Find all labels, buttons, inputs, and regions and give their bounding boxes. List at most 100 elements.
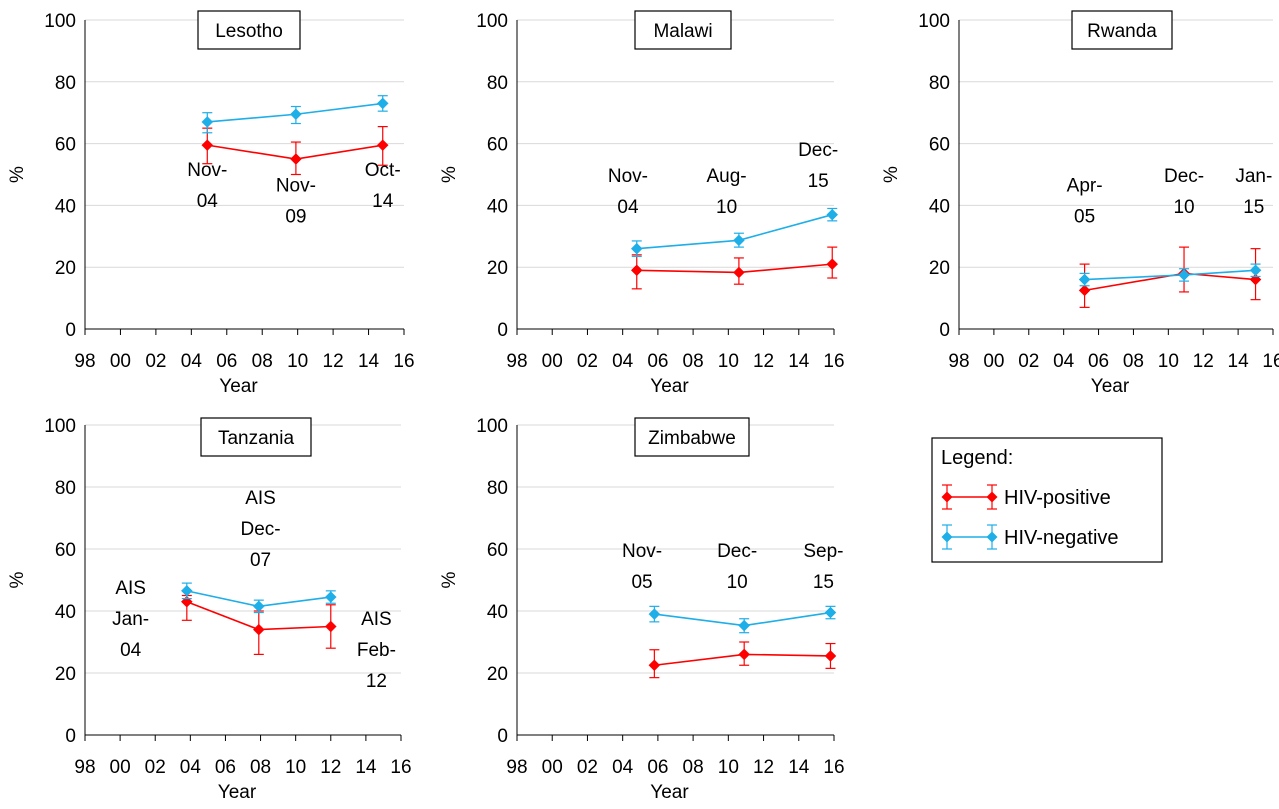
x-tick-label: 02	[145, 351, 166, 372]
x-tick-label: 06	[647, 351, 668, 372]
series-hiv-positive	[1078, 246, 1262, 308]
survey-date-annotation: 10	[1173, 197, 1194, 218]
x-tick-label: 98	[74, 757, 95, 778]
legend-entry-hiv-positive: HIV-positive	[941, 484, 1111, 510]
y-tick-label: 100	[918, 11, 950, 32]
y-tick-label: 0	[65, 320, 76, 341]
survey-date-annotation: Nov-	[608, 166, 648, 187]
survey-date-annotation: 09	[285, 206, 306, 227]
y-tick-label: 40	[487, 602, 508, 623]
x-tick-label: 02	[1018, 351, 1039, 372]
survey-date-annotation: Oct-	[365, 160, 401, 181]
y-tick-label: 60	[55, 540, 76, 561]
data-point-marker	[826, 208, 839, 221]
data-point-marker	[376, 139, 389, 151]
x-tick-label: 06	[215, 757, 236, 778]
y-axis-title: %	[881, 166, 902, 183]
x-tick-label: 16	[393, 351, 414, 372]
data-point-marker	[733, 234, 745, 247]
y-tick-label: 20	[929, 258, 950, 279]
y-axis-title: %	[439, 571, 460, 588]
legend-marker	[986, 491, 998, 503]
y-axis-title: %	[7, 571, 28, 588]
chart-panel-tanzania: 0 20 40 60 80 100 98 00 02 04 06 08 10 12 14 16 Year% Tan…	[7, 416, 412, 803]
y-tick-label: 100	[44, 416, 76, 437]
x-tick-label: 12	[323, 351, 344, 372]
y-tick-label: 80	[55, 73, 76, 94]
data-point-marker	[1249, 264, 1262, 277]
survey-date-annotation: Dec-	[798, 140, 838, 161]
survey-date-annotation: 15	[808, 171, 829, 192]
survey-date-annotation: 05	[1074, 206, 1095, 227]
x-tick-label: 16	[823, 351, 844, 372]
legend-title: Legend:	[941, 447, 1013, 469]
data-point-marker	[630, 242, 643, 255]
x-tick-label: 14	[1228, 351, 1250, 372]
legend-label: HIV-negative	[1004, 527, 1119, 549]
x-tick-label: 04	[181, 351, 203, 372]
x-tick-label: 16	[1262, 351, 1279, 372]
x-axis-title: Year	[219, 376, 258, 397]
x-tick-label: 14	[358, 351, 380, 372]
chart-panel-zimbabwe: 0 20 40 60 80 100 98 00 02 04 06 08 10 12 14 16 Year% Zim…	[439, 416, 845, 803]
data-point-marker	[824, 650, 837, 662]
x-tick-label: 00	[542, 757, 563, 778]
x-axis-title: Year	[1091, 376, 1130, 397]
survey-date-annotation: 15	[813, 572, 834, 593]
legend-box	[931, 437, 1163, 563]
series-hiv-positive	[201, 126, 389, 176]
x-axis-title: Year	[650, 376, 689, 397]
y-tick-label: 40	[55, 602, 76, 623]
chart-title: Rwanda	[1087, 21, 1157, 42]
x-tick-label: 12	[753, 757, 774, 778]
y-tick-label: 80	[55, 478, 76, 499]
x-tick-label: 06	[216, 351, 237, 372]
series-hiv-negative	[180, 582, 337, 614]
x-tick-label: 04	[180, 757, 202, 778]
data-point-marker	[824, 606, 837, 619]
survey-date-annotation: Jan-	[1235, 166, 1272, 187]
data-point-marker	[733, 266, 745, 279]
survey-date-annotation: Dec-	[1164, 166, 1204, 187]
y-tick-label: 80	[929, 73, 950, 94]
chart-title-box	[197, 10, 301, 50]
survey-date-annotation: AIS	[361, 609, 392, 630]
x-tick-label: 14	[788, 351, 810, 372]
x-tick-label: 06	[1088, 351, 1109, 372]
series-hiv-positive	[630, 246, 839, 290]
x-tick-label: 00	[110, 351, 131, 372]
series-hiv-positive	[180, 594, 337, 656]
chart-panel-lesotho: 0 20 40 60 80 100 98 00 02 04 06 08 10 12 14 16 Year% Les…	[7, 10, 415, 397]
survey-date-annotation: AIS	[115, 578, 146, 599]
survey-date-annotation: 15	[1243, 197, 1264, 218]
y-axis-title: %	[439, 166, 460, 183]
series-hiv-negative	[201, 95, 389, 134]
legend: Legend: HIV-positive HIV-negative	[931, 437, 1163, 563]
y-tick-label: 60	[487, 540, 508, 561]
chart-panel-rwanda: 0 20 40 60 80 100 98 00 02 04 06 08 10 12 14 16 Year% Rwa…	[881, 10, 1279, 397]
series-line	[1084, 269, 1256, 281]
survey-date-annotation: Nov-	[276, 175, 316, 196]
x-tick-label: 10	[718, 757, 739, 778]
survey-date-annotation: Aug-	[707, 166, 747, 187]
data-point-marker	[1078, 273, 1091, 286]
x-tick-label: 12	[320, 757, 341, 778]
data-point-marker	[290, 153, 302, 165]
x-tick-label: 14	[355, 757, 377, 778]
chart-title: Lesotho	[215, 21, 283, 42]
survey-date-annotation: 07	[250, 550, 271, 571]
x-tick-label: 10	[718, 351, 739, 372]
series-hiv-positive	[648, 641, 837, 679]
x-tick-label: 02	[577, 351, 598, 372]
y-tick-label: 60	[929, 135, 950, 156]
legend-label: HIV-positive	[1004, 487, 1111, 509]
survey-date-annotation: Jan-	[112, 609, 149, 630]
legend-entry-hiv-negative: HIV-negative	[941, 524, 1119, 550]
y-tick-label: 0	[939, 320, 950, 341]
x-tick-label: 14	[788, 757, 810, 778]
data-point-marker	[252, 623, 265, 636]
survey-date-annotation: 12	[366, 671, 387, 692]
data-point-marker	[648, 659, 661, 672]
x-tick-label: 12	[753, 351, 774, 372]
legend-marker	[986, 531, 998, 543]
